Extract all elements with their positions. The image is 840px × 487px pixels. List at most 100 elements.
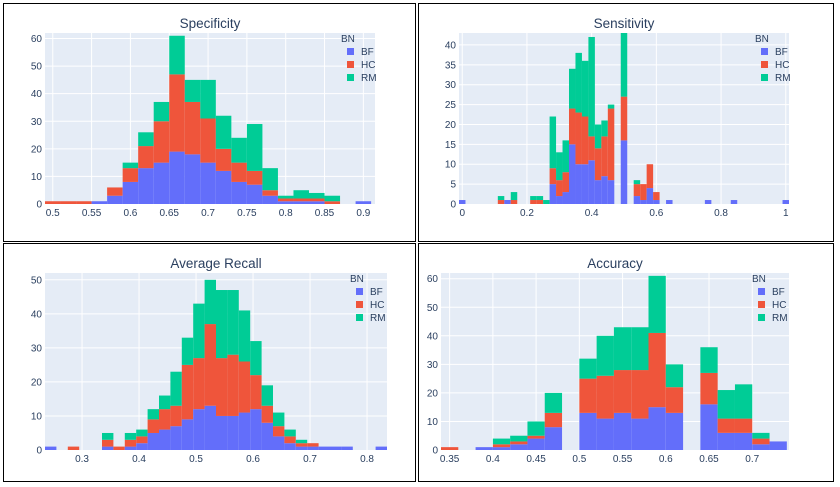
bar-hc: [250, 375, 262, 410]
legend-label-rm[interactable]: RM: [772, 313, 788, 324]
legend-label-bf[interactable]: BF: [775, 47, 788, 58]
bar-hc: [734, 418, 753, 433]
bar-bf: [295, 446, 308, 450]
legend-swatch-rm: [758, 314, 765, 321]
bar-rm: [216, 290, 228, 359]
bar-bf: [700, 404, 718, 450]
bar-bf: [569, 144, 576, 204]
chart-title: Specificity: [180, 16, 241, 31]
x-tick-label: 0.5: [572, 454, 586, 465]
y-tick-label: 50: [31, 275, 43, 286]
bar-bf: [330, 446, 342, 450]
bar-hc: [556, 180, 563, 197]
bar-bf: [730, 200, 738, 204]
bar-rm: [293, 190, 309, 199]
bar-bf: [601, 176, 608, 204]
y-tick-label: 10: [31, 172, 43, 183]
legend-label-rm[interactable]: RM: [775, 73, 791, 84]
x-tick-label: 0.9: [356, 208, 370, 219]
y-tick-label: 50: [31, 62, 43, 73]
bar-hc: [581, 116, 589, 165]
bar-rm: [215, 115, 232, 149]
bar-rm: [588, 36, 595, 137]
bar-hc: [169, 74, 185, 152]
x-tick-label: 0.5: [189, 454, 203, 465]
x-tick-label: 0.7: [303, 454, 317, 465]
bar-hc: [170, 405, 182, 427]
bar-hc: [138, 146, 154, 169]
bar-bf: [596, 418, 614, 450]
legend-label-hc[interactable]: HC: [361, 60, 375, 71]
y-tick-label: 20: [427, 388, 439, 399]
bar-hc: [594, 148, 602, 181]
bar-rm: [549, 116, 557, 169]
y-tick-label: 60: [31, 34, 43, 45]
legend-label-bf[interactable]: BF: [361, 47, 374, 58]
bar-rm: [613, 327, 632, 371]
bar-bf: [665, 412, 684, 450]
y-tick-label: 20: [31, 144, 43, 155]
x-tick-label: 0.3: [75, 454, 89, 465]
bar-hc: [562, 172, 569, 193]
bar-bf: [169, 151, 185, 204]
bar-hc: [102, 439, 114, 447]
bar-rm: [204, 279, 216, 325]
bar-hc: [76, 201, 92, 204]
bar-bf: [734, 432, 753, 450]
bar-hc: [184, 101, 201, 155]
legend-label-rm[interactable]: RM: [370, 313, 386, 324]
bar-rm: [309, 192, 325, 199]
bar-bf: [102, 446, 114, 450]
bar-rm: [102, 432, 114, 440]
legend-label-rm[interactable]: RM: [361, 73, 377, 84]
bar-hc: [631, 370, 649, 419]
y-tick-label: 30: [31, 343, 43, 354]
bar-rm: [136, 429, 148, 437]
legend-swatch-hc: [347, 61, 354, 68]
y-tick-label: 20: [31, 377, 43, 388]
bar-rm: [181, 337, 194, 365]
bar-hc: [67, 446, 80, 450]
y-tick-label: 0: [36, 446, 42, 457]
chart-3: 0 10 20 30 40 50 0.3 0.4 0.5 0.6 0.7 0.8 Average Rec…: [31, 256, 387, 465]
y-tick-label: 40: [31, 89, 43, 100]
bar-rm: [324, 195, 341, 202]
bar-hc: [575, 112, 582, 165]
bar-hc: [569, 108, 576, 145]
bar-hc: [607, 108, 615, 181]
bar-bf: [631, 418, 649, 450]
legend-label-hc[interactable]: HC: [775, 60, 789, 71]
bar-bf: [307, 446, 319, 450]
bar-bf: [504, 200, 511, 204]
bar-bf: [475, 447, 493, 450]
bar-rm: [153, 101, 170, 122]
bar-bf: [138, 168, 154, 204]
bar-hc: [193, 358, 205, 410]
bar-bf: [549, 184, 557, 204]
legend-label-hc[interactable]: HC: [772, 300, 786, 311]
x-tick-label: 0.35: [440, 454, 460, 465]
bar-hc: [596, 375, 614, 419]
bar-hc: [752, 438, 770, 445]
legend-label-bf[interactable]: BF: [772, 287, 785, 298]
x-tick-label: 0.8: [714, 208, 728, 219]
y-tick-label: 0: [450, 200, 456, 211]
bar-rm: [527, 421, 545, 436]
bar-hc: [45, 201, 61, 204]
y-tick-label: 40: [445, 40, 457, 51]
bar-rm: [295, 439, 308, 444]
legend-swatch-bf: [356, 288, 363, 295]
bar-rm: [231, 137, 247, 163]
bar-bf: [527, 438, 545, 450]
bar-bf: [556, 196, 563, 204]
bar-rm: [261, 385, 273, 406]
bar-bf: [375, 446, 387, 450]
bar-bf: [646, 188, 654, 204]
legend-label-bf[interactable]: BF: [370, 287, 383, 298]
bar-hc: [307, 443, 319, 447]
bar-hc: [717, 418, 735, 433]
bar-bf: [588, 160, 595, 204]
legend-label-hc[interactable]: HC: [370, 300, 384, 311]
bar-hc: [510, 200, 518, 204]
bar-hc: [262, 190, 278, 196]
